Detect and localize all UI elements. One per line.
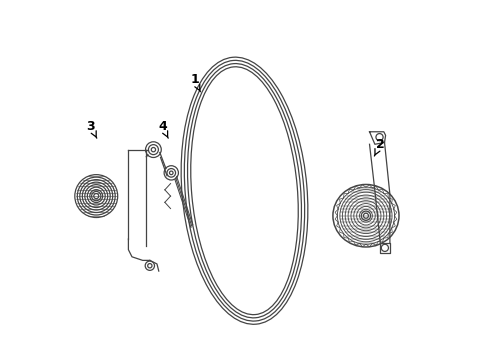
Text: 3: 3	[86, 120, 97, 138]
Text: 2: 2	[374, 138, 384, 156]
Text: 4: 4	[158, 120, 168, 138]
Text: 1: 1	[190, 73, 200, 92]
